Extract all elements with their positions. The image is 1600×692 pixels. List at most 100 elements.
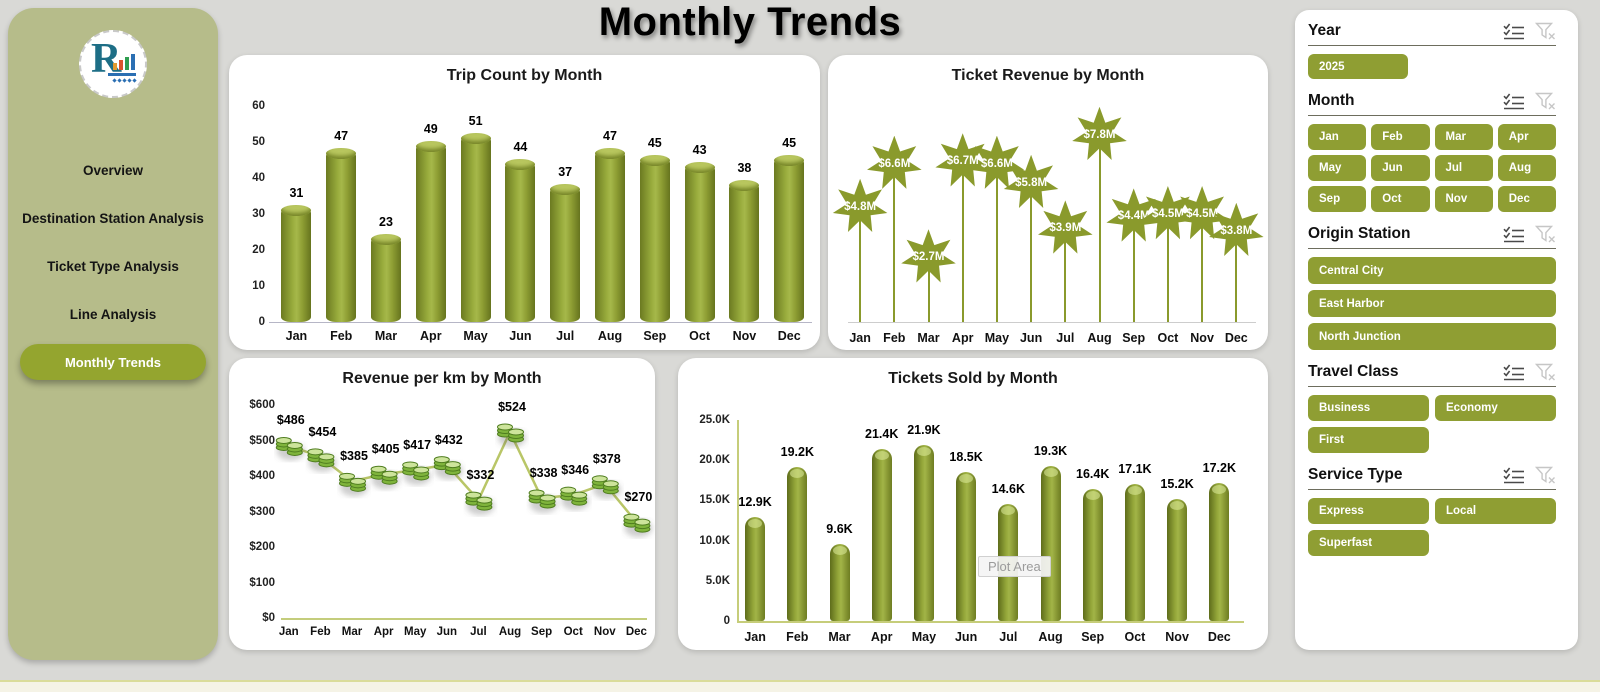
bar-nov[interactable] xyxy=(729,180,760,322)
coin-marker-dec[interactable] xyxy=(623,513,651,533)
bar-feb[interactable] xyxy=(326,147,357,322)
coin-marker-aug[interactable] xyxy=(497,423,524,443)
page-title: Monthly Trends xyxy=(598,0,902,44)
y-tick: $200 xyxy=(249,541,275,553)
slicer-option-oct[interactable]: Oct xyxy=(1371,186,1430,212)
bar-dec[interactable] xyxy=(1209,482,1230,621)
select-all-icon[interactable] xyxy=(1503,364,1525,381)
bar-oct[interactable] xyxy=(1124,483,1145,621)
slicer-options: 2025 xyxy=(1308,54,1556,79)
bar-feb[interactable] xyxy=(787,466,808,621)
logo-bar-chart-icon xyxy=(113,54,135,70)
select-all-icon[interactable] xyxy=(1503,467,1525,484)
slicer-option-aug[interactable]: Aug xyxy=(1497,155,1556,181)
slicer-option-business[interactable]: Business xyxy=(1308,395,1429,421)
slicer-option-jul[interactable]: Jul xyxy=(1434,155,1493,181)
bar-aug[interactable] xyxy=(595,147,625,322)
clear-filter-icon[interactable] xyxy=(1534,92,1556,110)
slicer-option-first[interactable]: First xyxy=(1308,427,1429,453)
select-all-icon[interactable] xyxy=(1503,226,1525,243)
bar-oct[interactable] xyxy=(684,162,715,322)
star-value-label: $4.8M xyxy=(844,200,877,213)
coin-marker-nov[interactable] xyxy=(591,475,619,495)
bar-may[interactable] xyxy=(913,444,934,621)
select-all-icon[interactable] xyxy=(1503,93,1525,110)
coin-marker-feb[interactable] xyxy=(307,448,335,468)
bar-jan[interactable] xyxy=(745,517,766,621)
sidebar-item-overview[interactable]: Overview xyxy=(82,162,144,178)
slicer-option-nov[interactable]: Nov xyxy=(1434,186,1493,212)
x-tick-jul: Jul xyxy=(470,626,487,638)
slicer-option-east-harbor[interactable]: East Harbor xyxy=(1308,290,1556,317)
filter-panel: Year 2025 Month Jan Feb Mar Apr May Jun Jul Aug Sep… xyxy=(1295,10,1578,650)
coin-marker-jun[interactable] xyxy=(433,456,461,476)
x-tick-apr: Apr xyxy=(373,626,394,638)
x-tick-may: May xyxy=(911,630,937,644)
clear-filter-icon[interactable] xyxy=(1534,22,1556,40)
x-tick-mar: Mar xyxy=(828,630,851,644)
app-logo: R xyxy=(79,30,147,98)
bar-jan[interactable] xyxy=(281,205,312,322)
bar-mar[interactable] xyxy=(371,234,401,322)
bar-aug[interactable] xyxy=(1040,465,1061,621)
clear-filter-icon[interactable] xyxy=(1534,363,1556,381)
slicer-option-may[interactable]: May xyxy=(1308,155,1367,181)
chart-title: Ticket Revenue by Month xyxy=(951,67,1145,84)
slicer-option-jan[interactable]: Jan xyxy=(1308,124,1367,150)
coin-marker-apr[interactable] xyxy=(370,465,398,485)
slicer-option-dec[interactable]: Dec xyxy=(1497,186,1556,212)
slicer-option-economy[interactable]: Economy xyxy=(1435,395,1556,421)
bar-sep[interactable] xyxy=(1082,489,1103,621)
bar-value-label: 14.6K xyxy=(991,481,1025,496)
bar-nov[interactable] xyxy=(1167,498,1188,621)
bar-mar[interactable] xyxy=(829,543,850,621)
bar-apr[interactable] xyxy=(415,140,446,322)
logo-text-line xyxy=(108,73,136,76)
bar-value-label: 21.9K xyxy=(907,422,941,437)
slicer-option-2025[interactable]: 2025 xyxy=(1308,54,1408,79)
slicer-option-local[interactable]: Local xyxy=(1435,498,1556,524)
bar-jun[interactable] xyxy=(505,158,536,322)
slicer-options: Business Economy First xyxy=(1308,395,1556,453)
coin-marker-may[interactable] xyxy=(402,461,430,481)
x-tick-sep: Sep xyxy=(1081,630,1105,644)
slicer-option-apr[interactable]: Apr xyxy=(1497,124,1556,150)
coin-marker-mar[interactable] xyxy=(339,472,366,492)
coin-marker-oct[interactable] xyxy=(560,486,588,506)
y-tick: $500 xyxy=(249,434,275,447)
coin-marker-jan[interactable] xyxy=(275,436,303,456)
revenue-per-km-chart: $0 $100 $200 $300 $400 $500 $600 Jan $486 Feb $454… xyxy=(229,358,655,650)
sidebar-item-destination-station-analysis[interactable]: Destination Station Analysis xyxy=(22,210,204,226)
slicer-option-jun[interactable]: Jun xyxy=(1371,155,1430,181)
slicer-header: Year xyxy=(1308,22,1556,46)
x-tick-may: May xyxy=(984,331,1010,345)
slicer-option-sep[interactable]: Sep xyxy=(1308,186,1367,212)
chart-title: Trip Count by Month xyxy=(446,67,603,84)
stem-nov xyxy=(1201,214,1204,322)
coin-marker-sep[interactable] xyxy=(528,489,556,509)
clear-filter-icon[interactable] xyxy=(1534,225,1556,243)
bar-apr[interactable] xyxy=(871,448,892,621)
clear-filter-icon[interactable] xyxy=(1534,466,1556,484)
x-tick-mar: Mar xyxy=(374,329,398,343)
slicer-option-central-city[interactable]: Central City xyxy=(1308,257,1556,284)
ticket-revenue-chart: Jan Feb Mar Apr May Jun Jul Aug Sep Oct Nov Dec $4.8… xyxy=(828,55,1268,350)
bar-may[interactable] xyxy=(460,133,491,322)
sidebar-item-line-analysis[interactable]: Line Analysis xyxy=(69,306,157,322)
slicer-option-north-junction[interactable]: North Junction xyxy=(1308,323,1556,350)
x-tick-sep: Sep xyxy=(531,626,553,638)
bar-jul[interactable] xyxy=(550,183,581,322)
slicer-option-feb[interactable]: Feb xyxy=(1371,124,1430,150)
slicer-option-superfast[interactable]: Superfast xyxy=(1308,530,1429,556)
sidebar-item-monthly-trends[interactable]: Monthly Trends xyxy=(20,344,206,380)
bar-sep[interactable] xyxy=(639,155,670,322)
sidebar-item-ticket-type-analysis[interactable]: Ticket Type Analysis xyxy=(47,258,179,274)
slicer-option-express[interactable]: Express xyxy=(1308,498,1429,524)
coin-marker-jul[interactable] xyxy=(465,491,493,511)
bar-jun[interactable] xyxy=(956,472,977,621)
y-tick: 40 xyxy=(252,172,265,184)
select-all-icon[interactable] xyxy=(1503,23,1525,40)
slicer-option-mar[interactable]: Mar xyxy=(1434,124,1493,150)
bar-dec[interactable] xyxy=(774,155,805,322)
